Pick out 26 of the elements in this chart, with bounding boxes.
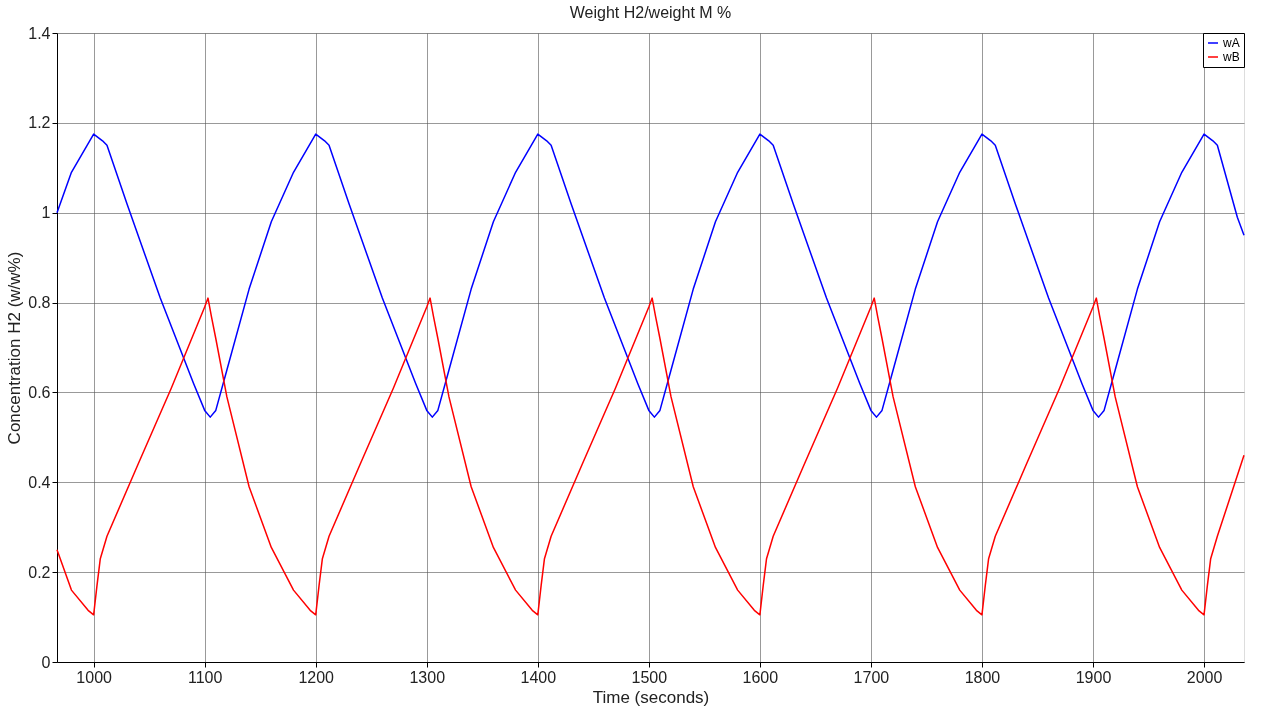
x-tick-label: 1200: [298, 668, 335, 686]
x-tick-label: 1500: [631, 668, 668, 686]
x-tick-label: 1400: [520, 668, 557, 686]
x-tick-label: 1000: [76, 668, 113, 686]
line-series: [56, 133, 1245, 418]
x-axis-title: Time (seconds): [592, 687, 710, 707]
y-tick-label: 1.2: [28, 114, 51, 132]
y-tick-label: 0.8: [28, 294, 51, 312]
x-tick-label: 1100: [187, 668, 223, 686]
x-tick-label: 1800: [964, 668, 1001, 686]
y-tick-label: 1.4: [28, 24, 51, 42]
x-tick-label: 1600: [742, 668, 779, 686]
y-axis-title: Concentration H2 (w/w%): [5, 251, 25, 445]
x-tick-label: 2000: [1186, 668, 1223, 686]
legend-label: wA: [1222, 36, 1240, 50]
x-tick-label: 1900: [1075, 668, 1112, 686]
legend-label: wB: [1222, 50, 1240, 64]
y-tick-label: 0: [41, 653, 51, 671]
line-series: [56, 297, 1245, 616]
y-tick-label: 1: [41, 204, 51, 222]
x-tick-label: 1300: [409, 668, 446, 686]
y-tick-label: 0.6: [28, 383, 51, 401]
chart-title: Weight H2/weight M %: [569, 4, 732, 21]
x-tick-label: 1700: [853, 668, 890, 686]
y-tick-label: 0.4: [28, 473, 51, 491]
y-tick-label: 0.2: [28, 563, 51, 581]
